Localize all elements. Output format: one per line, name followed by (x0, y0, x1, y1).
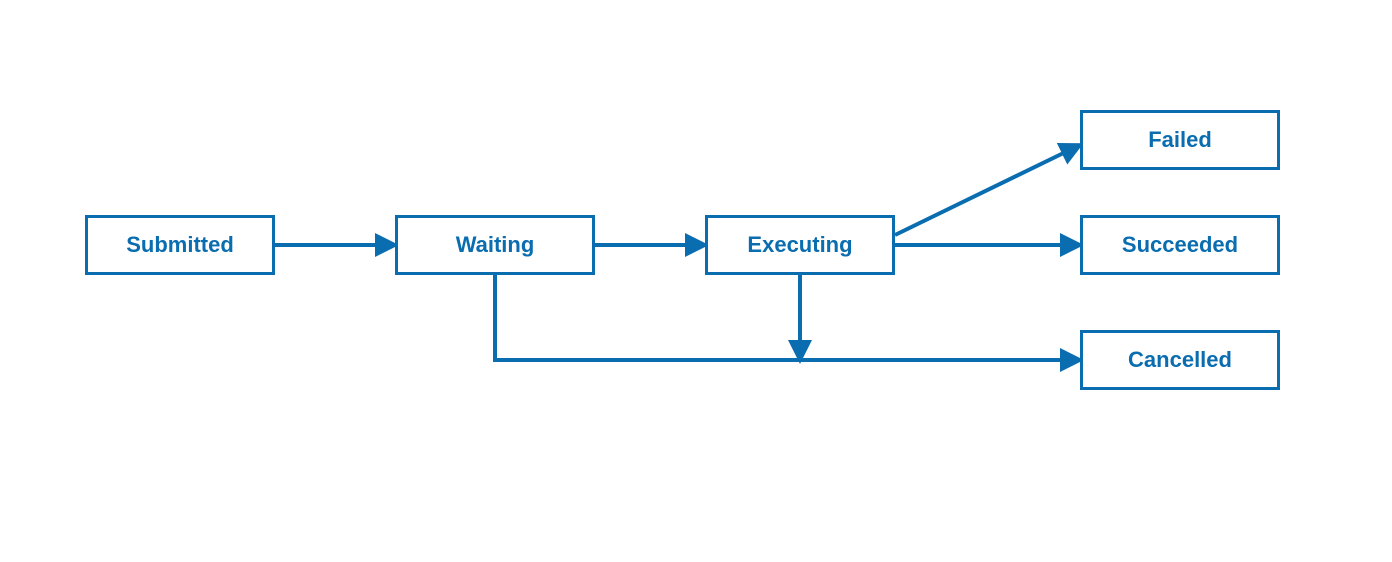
node-label-cancelled: Cancelled (1128, 347, 1232, 373)
edge-waiting-cancelled (495, 275, 1080, 360)
node-waiting: Waiting (395, 215, 595, 275)
node-label-failed: Failed (1148, 127, 1212, 153)
node-succeeded: Succeeded (1080, 215, 1280, 275)
node-failed: Failed (1080, 110, 1280, 170)
edge-executing-failed (895, 145, 1080, 235)
edge-layer (0, 0, 1392, 562)
node-label-waiting: Waiting (456, 232, 535, 258)
node-label-succeeded: Succeeded (1122, 232, 1238, 258)
node-executing: Executing (705, 215, 895, 275)
node-label-submitted: Submitted (126, 232, 234, 258)
node-submitted: Submitted (85, 215, 275, 275)
node-label-executing: Executing (747, 232, 852, 258)
node-cancelled: Cancelled (1080, 330, 1280, 390)
